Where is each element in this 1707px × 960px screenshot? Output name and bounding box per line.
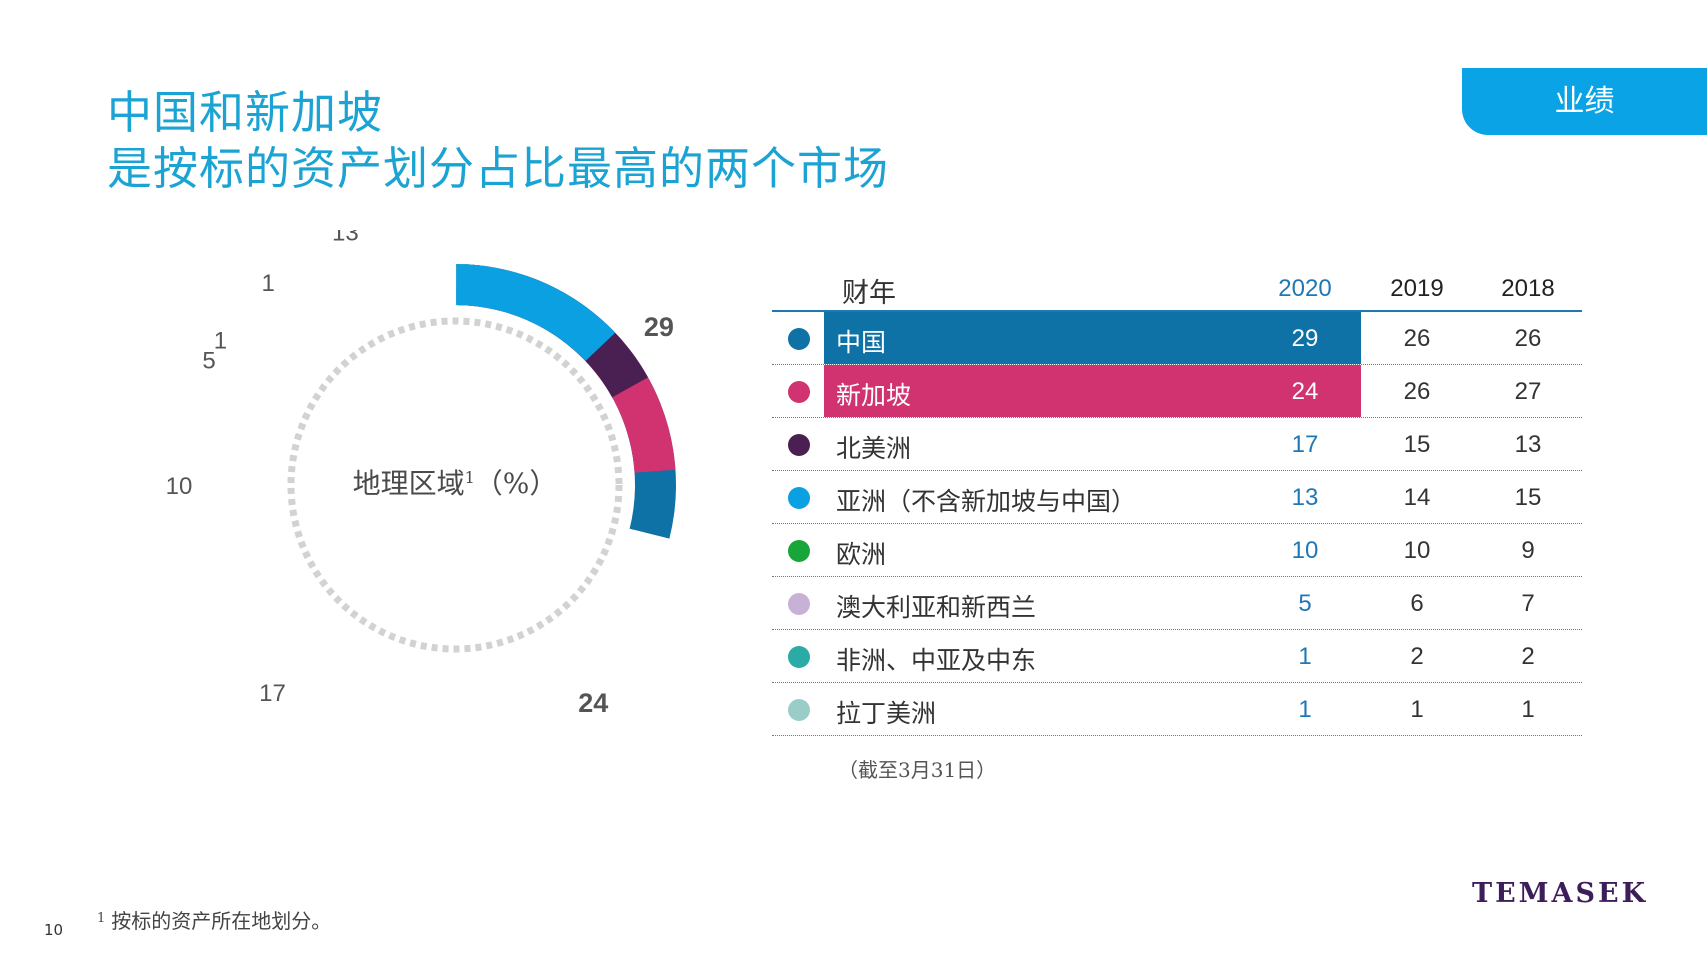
slice-value-label: 13 [332, 230, 359, 247]
slice-value-label: 17 [259, 680, 286, 707]
center-label-text: 地理区域 [353, 467, 465, 500]
row-category: 北美洲 [836, 434, 912, 463]
donut-slice [456, 264, 616, 361]
row-value-2020: 1 [1298, 643, 1312, 670]
page-number: 10 [44, 921, 64, 939]
legend-dot-icon [788, 699, 810, 721]
row-category: 拉丁美洲 [836, 699, 937, 728]
row-value-2020: 13 [1291, 484, 1319, 511]
row-value-2019: 14 [1403, 484, 1431, 511]
header-2018: 2018 [1501, 275, 1555, 302]
row-value-2018: 27 [1514, 378, 1542, 405]
slice-value-label: 29 [644, 312, 674, 342]
row-value-2018: 26 [1514, 325, 1542, 352]
legend-dot-icon [788, 593, 810, 615]
row-value-2020: 29 [1291, 325, 1319, 352]
header-2020: 2020 [1278, 275, 1332, 302]
row-value-2019: 26 [1403, 325, 1431, 352]
center-label-unit: （%） [475, 467, 558, 500]
row-value-2019: 15 [1403, 431, 1431, 458]
row-category: 澳大利亚和新西兰 [836, 593, 1037, 622]
geography-table: 财年 2020 2019 2018 中国 29 26 26 新加坡 24 26 27 北美洲 17… [772, 265, 1582, 736]
center-label: 地理区域1（%） [353, 467, 558, 500]
row-value-2018: 9 [1521, 537, 1535, 564]
row-value-2018: 7 [1521, 590, 1535, 617]
row-category: 新加坡 [836, 381, 912, 410]
table-body: 中国 29 26 26 新加坡 24 26 27 北美洲 17 15 13 亚洲（不含新加坡与中国） 13… [772, 312, 1582, 736]
section-tab[interactable]: 业绩 [1462, 68, 1707, 135]
row-value-2019: 2 [1410, 643, 1424, 670]
legend-dot-icon [788, 487, 810, 509]
slice-value-label: 10 [166, 473, 193, 500]
page-title: 中国和新加坡 是按标的资产划分占比最高的两个市场 [107, 85, 889, 197]
row-category: 亚洲（不含新加坡与中国） [836, 487, 1137, 516]
row-value-2020: 5 [1298, 590, 1312, 617]
footnote: 1 按标的资产所在地划分。 [97, 905, 331, 934]
slice-value-label: 5 [202, 348, 215, 375]
title-line-2: 是按标的资产划分占比最高的两个市场 [107, 142, 890, 195]
legend-dot-icon [788, 381, 810, 403]
row-value-2019: 26 [1403, 378, 1431, 405]
header-2019: 2019 [1390, 275, 1444, 302]
legend-dot-icon [788, 540, 810, 562]
row-value-2019: 6 [1410, 590, 1424, 617]
title-line-1: 中国和新加坡 [107, 86, 384, 139]
row-value-2018: 1 [1521, 696, 1535, 723]
temasek-logo: TEMASEK [1472, 878, 1649, 909]
row-value-2020: 10 [1291, 537, 1319, 564]
table-row: 拉丁美洲 1 1 1 [772, 683, 1582, 736]
row-highlight [824, 312, 1361, 364]
donut-slices [456, 264, 677, 539]
table-row: 北美洲 17 15 13 [772, 418, 1582, 471]
row-value-2018: 13 [1514, 431, 1542, 458]
table-row: 中国 29 26 26 [772, 312, 1582, 365]
center-label-sup: 1 [465, 468, 475, 487]
footnote-text: 按标的资产所在地划分。 [111, 909, 332, 933]
table-header: 财年 2020 2019 2018 [772, 265, 1582, 312]
header-fiscal-year: 财年 [842, 278, 896, 309]
row-highlight [824, 365, 1361, 417]
table-row: 新加坡 24 26 27 [772, 365, 1582, 418]
row-value-2020: 17 [1291, 431, 1319, 458]
legend-dot-icon [788, 434, 810, 456]
table-row: 欧洲 10 10 9 [772, 524, 1582, 577]
row-value-2018: 2 [1521, 643, 1535, 670]
row-value-2018: 15 [1514, 484, 1542, 511]
as-of-note: （截至3月31日） [838, 758, 997, 782]
table-row: 亚洲（不含新加坡与中国） 13 14 15 [772, 471, 1582, 524]
row-value-2019: 1 [1410, 696, 1424, 723]
footnote-marker: 1 [97, 911, 106, 926]
table-row: 非洲、中亚及中东 1 2 2 [772, 630, 1582, 683]
row-category: 非洲、中亚及中东 [836, 646, 1037, 675]
slice-value-label: 24 [578, 688, 608, 718]
row-value-2019: 10 [1403, 537, 1431, 564]
row-category: 中国 [836, 328, 887, 357]
row-category: 欧洲 [836, 540, 887, 569]
inner-dotted-ring [287, 317, 623, 653]
slice-value-label: 1 [262, 270, 275, 297]
row-value-2020: 24 [1291, 378, 1319, 405]
table-row: 澳大利亚和新西兰 5 6 7 [772, 577, 1582, 630]
slice-value-label: 1 [214, 328, 227, 355]
legend-dot-icon [788, 646, 810, 668]
row-value-2020: 1 [1298, 696, 1312, 723]
legend-dot-icon [788, 328, 810, 350]
